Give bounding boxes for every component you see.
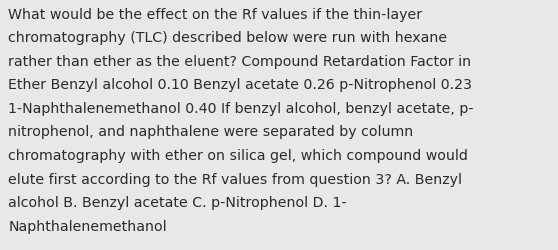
Text: nitrophenol, and naphthalene were separated by column: nitrophenol, and naphthalene were separa… (8, 125, 413, 139)
Text: alcohol B. Benzyl acetate C. p-Nitrophenol D. 1-: alcohol B. Benzyl acetate C. p-Nitrophen… (8, 196, 347, 209)
Text: chromatography (TLC) described below were run with hexane: chromatography (TLC) described below wer… (8, 31, 448, 45)
Text: 1-Naphthalenemethanol 0.40 If benzyl alcohol, benzyl acetate, p-: 1-Naphthalenemethanol 0.40 If benzyl alc… (8, 102, 474, 116)
Text: Ether Benzyl alcohol 0.10 Benzyl acetate 0.26 p-Nitrophenol 0.23: Ether Benzyl alcohol 0.10 Benzyl acetate… (8, 78, 473, 92)
Text: Naphthalenemethanol: Naphthalenemethanol (8, 219, 167, 233)
Text: What would be the effect on the Rf values if the thin-layer: What would be the effect on the Rf value… (8, 8, 422, 22)
Text: chromatography with ether on silica gel, which compound would: chromatography with ether on silica gel,… (8, 148, 468, 162)
Text: rather than ether as the eluent? Compound Retardation Factor in: rather than ether as the eluent? Compoun… (8, 54, 472, 68)
Text: elute first according to the Rf values from question 3? A. Benzyl: elute first according to the Rf values f… (8, 172, 463, 186)
